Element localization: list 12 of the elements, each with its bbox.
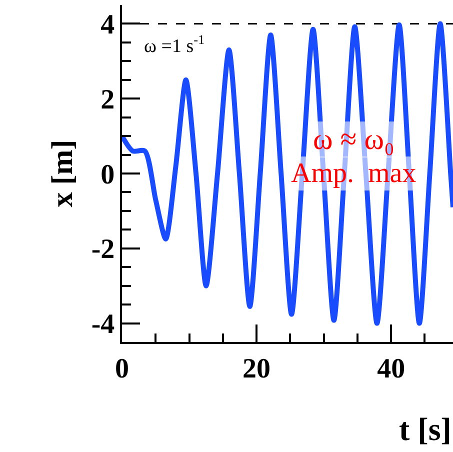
x-axis-title: t [s] (399, 411, 452, 447)
annotation: Amp. max (291, 158, 416, 189)
y-tick-label: -2 (91, 234, 115, 266)
x-tick-label: 20 (242, 353, 271, 384)
y-tick-label: 0 (100, 159, 115, 190)
y-tick-label: -4 (91, 309, 115, 340)
annotation: ω =1 s$^{-1}$ (144, 32, 205, 57)
y-tick-label: 2 (100, 84, 115, 116)
x-tick-label: 40 (377, 353, 406, 384)
y-tick-label: 4 (100, 10, 115, 41)
y-axis-title: x [m] (46, 140, 79, 208)
annotation: ω ≈ ω₀ (313, 123, 394, 156)
